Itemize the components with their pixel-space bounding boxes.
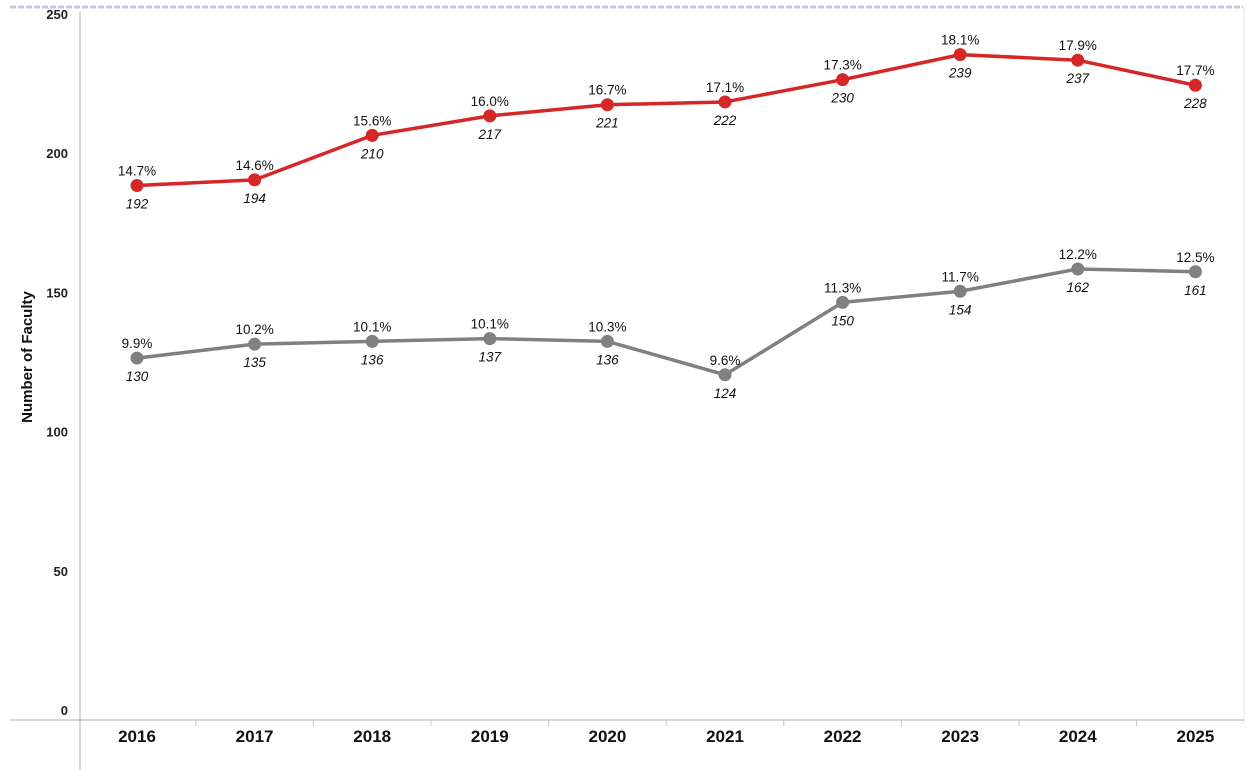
y-axis-label: Number of Faculty — [19, 291, 36, 423]
percent-label: 17.9% — [1059, 38, 1097, 53]
x-tick-label: 2021 — [706, 727, 744, 746]
percent-label: 10.1% — [353, 319, 391, 334]
series-2-point — [836, 295, 850, 309]
series-1-point — [953, 48, 967, 62]
series-1-point — [600, 98, 614, 112]
percent-label: 17.7% — [1176, 63, 1214, 78]
value-label: 217 — [478, 127, 502, 142]
percent-label: 16.7% — [588, 83, 626, 98]
x-tick-label: 2018 — [353, 727, 391, 746]
value-label: 124 — [714, 386, 737, 401]
value-label: 154 — [949, 302, 972, 317]
value-label: 237 — [1066, 71, 1090, 86]
series-2-point — [1188, 265, 1202, 279]
percent-label: 11.3% — [824, 280, 861, 295]
series-2-point — [953, 284, 967, 298]
series-1-point — [1071, 53, 1085, 67]
series-1-point — [365, 128, 379, 142]
percent-label: 18.1% — [941, 33, 979, 48]
series-2-point — [130, 351, 144, 365]
percent-label: 14.6% — [235, 158, 273, 173]
series-line-2 — [135, 267, 1198, 377]
series-1-point — [483, 109, 497, 123]
percent-label: 10.3% — [588, 319, 626, 334]
percent-label: 10.1% — [471, 317, 509, 332]
series-2-point — [483, 332, 497, 346]
x-tick-label: 2022 — [824, 727, 862, 746]
percent-label: 15.6% — [353, 113, 391, 128]
y-tick-label: 50 — [54, 564, 68, 579]
y-tick-label: 200 — [46, 146, 68, 161]
value-label: 130 — [126, 369, 149, 384]
x-tick-label: 2024 — [1059, 727, 1097, 746]
value-label: 239 — [948, 66, 972, 81]
percent-label: 12.2% — [1059, 247, 1097, 262]
series-2-point — [1071, 262, 1085, 276]
value-label: 222 — [713, 113, 737, 128]
percent-label: 14.7% — [118, 163, 156, 178]
x-tick-label: 2016 — [118, 727, 156, 746]
percent-label: 16.0% — [471, 94, 509, 109]
value-label: 150 — [831, 313, 854, 328]
y-tick-label: 150 — [46, 285, 68, 300]
series-1-point — [130, 178, 144, 192]
value-label: 137 — [479, 350, 502, 365]
percent-label: 12.5% — [1176, 250, 1214, 265]
y-tick-label: 0 — [61, 703, 68, 718]
series-2-point — [365, 334, 379, 348]
y-tick-label: 100 — [46, 425, 68, 440]
series-2-point — [718, 368, 732, 382]
percent-label: 17.1% — [706, 80, 744, 95]
value-label: 135 — [243, 355, 266, 370]
x-tick-label: 2025 — [1176, 727, 1214, 746]
series-1-point — [836, 73, 850, 87]
value-label: 228 — [1183, 96, 1207, 111]
percent-label: 17.3% — [823, 58, 861, 73]
value-label: 161 — [1184, 283, 1207, 298]
x-tick-label: 2020 — [588, 727, 626, 746]
value-label: 194 — [243, 191, 266, 206]
series-1-point — [1188, 78, 1202, 92]
percent-label: 9.9% — [122, 336, 153, 351]
x-tick-label: 2023 — [941, 727, 979, 746]
series-2-point — [600, 334, 614, 348]
value-label: 230 — [830, 91, 854, 106]
series-1-point — [718, 95, 732, 109]
value-label: 136 — [596, 352, 619, 367]
percent-label: 9.6% — [710, 353, 741, 368]
y-tick-label: 250 — [46, 7, 68, 22]
value-label: 221 — [595, 116, 619, 131]
percent-label: 10.2% — [235, 322, 273, 337]
x-tick-label: 2019 — [471, 727, 509, 746]
value-label: 136 — [361, 352, 384, 367]
percent-label: 11.7% — [942, 269, 979, 284]
value-label: 210 — [360, 146, 384, 161]
series-2-point — [248, 337, 262, 351]
series-1-point — [248, 173, 262, 187]
x-tick-label: 2017 — [236, 727, 274, 746]
value-label: 162 — [1067, 280, 1090, 295]
value-label: 192 — [126, 196, 149, 211]
series-line-1 — [135, 52, 1198, 188]
